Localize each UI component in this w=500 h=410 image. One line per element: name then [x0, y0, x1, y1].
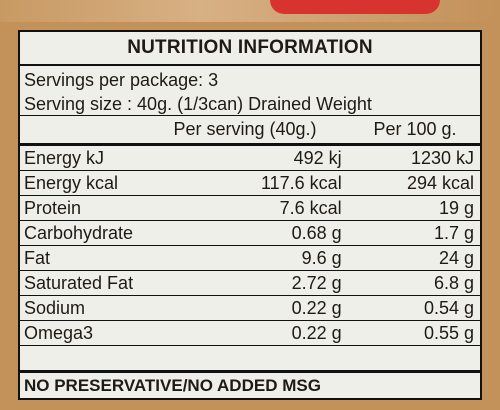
- nutrient-label: Protein: [24, 197, 82, 218]
- per-100g-value: 24 g: [438, 247, 474, 268]
- serving-info: Servings per package: 3 Serving size : 4…: [20, 66, 480, 116]
- servings-per-package: Servings per package: 3: [24, 70, 219, 90]
- table-row: Energy kcal 117.6 kcal 294 kcal: [20, 171, 480, 196]
- table-row: Protein 7.6 kcal 19 g: [20, 196, 480, 221]
- per-100g-value: 0.55 g: [423, 322, 474, 343]
- table-row: Saturated Fat 2.72 g 6.8 g: [20, 271, 480, 296]
- per-serving-value: 0.22 g: [291, 322, 342, 343]
- per-100g-value: 0.54 g: [423, 297, 474, 318]
- table-row: Energy kJ 492 kj 1230 kJ: [20, 146, 480, 171]
- table-row: Fat 9.6 g 24 g: [20, 246, 480, 271]
- per-serving-value: 117.6 kcal: [260, 172, 342, 193]
- nutrient-label: Fat: [24, 247, 51, 268]
- nutrient-label: Saturated Fat: [24, 272, 134, 293]
- per-100g-value: 1230 kJ: [410, 147, 474, 168]
- table-row: Carbohydrate 0.68 g 1.7 g: [20, 221, 480, 246]
- per-100g-value: 294 kcal: [406, 172, 474, 193]
- column-header-per-serving: Per serving (40g.): [173, 119, 317, 139]
- per-serving-value: 0.68 g: [291, 222, 342, 243]
- nutrient-label: Carbohydrate: [24, 222, 134, 243]
- nutrition-title: NUTRITION INFORMATION: [20, 32, 480, 66]
- per-100g-value: 1.7 g: [433, 222, 474, 243]
- per-100g-value: 19 g: [438, 197, 474, 218]
- per-serving-value: 492 kj: [293, 147, 342, 168]
- table-row: Sodium 0.22 g 0.54 g: [20, 296, 480, 321]
- per-100g-value: 6.8 g: [433, 272, 474, 293]
- column-headers: Per serving (40g.) Per 100 g.: [20, 116, 480, 146]
- nutrition-label-panel: NUTRITION INFORMATION Servings per packa…: [18, 30, 482, 400]
- nutrient-label: Energy kcal: [24, 172, 119, 193]
- per-serving-value: 2.72 g: [291, 272, 342, 293]
- column-header-per-100g: Per 100 g.: [373, 119, 457, 139]
- per-serving-value: 9.6 g: [301, 247, 342, 268]
- table-row: Omega3 0.22 g 0.55 g: [20, 321, 480, 346]
- footer-note: NO PRESERVATIVE/NO ADDED MSG: [20, 370, 480, 398]
- nutrient-label: Sodium: [24, 297, 86, 318]
- nutrient-label: Energy kJ: [24, 147, 105, 168]
- serving-size: Serving size : 40g. (1/3can) Drained Wei…: [24, 94, 372, 114]
- package-red-graphic: [270, 0, 440, 14]
- per-serving-value: 0.22 g: [291, 297, 342, 318]
- per-serving-value: 7.6 kcal: [279, 197, 342, 218]
- nutrient-label: Omega3: [24, 322, 94, 343]
